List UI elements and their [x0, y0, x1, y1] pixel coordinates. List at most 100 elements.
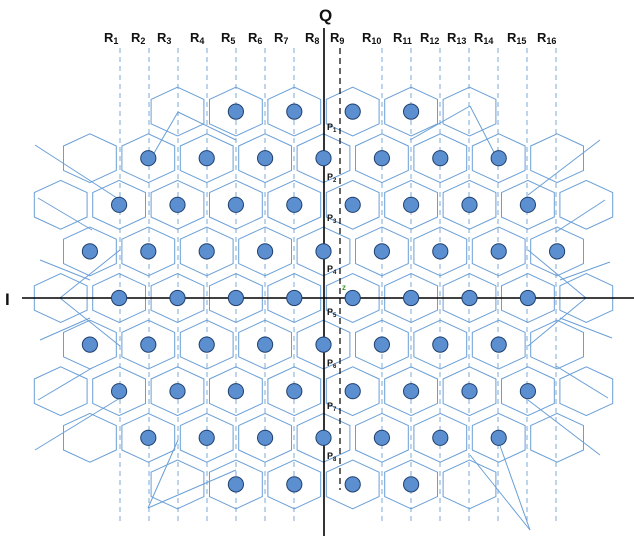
hex-cell	[413, 133, 468, 184]
point-label: P1	[327, 122, 337, 134]
boundary-line	[34, 144, 121, 201]
region-label-subscript: 6	[257, 36, 262, 46]
hex-cell	[384, 86, 438, 137]
hex-cell	[559, 273, 614, 323]
hex-cell	[63, 133, 117, 184]
constellation-point	[490, 336, 507, 353]
region-label: R8	[305, 30, 319, 46]
hex-cell	[238, 133, 292, 184]
boundary-line	[59, 249, 121, 299]
region-label: R2	[131, 30, 145, 46]
hex-cell	[33, 179, 88, 230]
constellation-point	[519, 289, 537, 307]
region-label: R6	[248, 30, 262, 46]
region-label-name: R	[131, 30, 141, 45]
hex-cell	[63, 412, 117, 463]
region-label-subscript: 16	[546, 36, 556, 46]
region-label: R15	[507, 30, 526, 46]
hex-cell	[238, 319, 292, 370]
constellation-point	[81, 243, 99, 260]
point-label: P6	[327, 358, 337, 370]
hex-cell	[471, 319, 526, 370]
hex-cell	[179, 133, 234, 184]
boundary-line	[39, 317, 91, 341]
region-label-subscript: 11	[402, 36, 412, 46]
boundary-line	[497, 439, 531, 531]
boundary-line	[469, 105, 499, 161]
hex-cell	[267, 86, 322, 137]
hex-cell	[530, 226, 584, 277]
constellation-point	[198, 243, 215, 260]
hex-cell	[92, 366, 146, 417]
hex-cell	[501, 366, 555, 417]
point-label-name: P	[327, 307, 333, 317]
constellation-point	[403, 103, 420, 120]
point-label: P4	[327, 264, 337, 276]
region-label-name: R	[474, 30, 484, 45]
hex-cell	[325, 273, 380, 323]
region-label-subscript: 13	[456, 36, 466, 46]
region-label-name: R	[330, 30, 340, 45]
point-label-subscript: 2	[333, 178, 337, 184]
constellation-point	[81, 336, 99, 353]
region-label-subscript: 15	[516, 36, 526, 46]
constellation-point	[227, 476, 244, 493]
constellation-point	[169, 289, 186, 307]
constellation-point	[373, 336, 390, 353]
point-label: P7	[327, 401, 337, 413]
hex-cell	[384, 366, 438, 417]
point-label: P2	[327, 172, 337, 184]
hexagonal-cells	[33, 86, 614, 531]
constellation-point	[198, 150, 215, 167]
constellation-point	[169, 196, 186, 213]
hex-cell	[209, 86, 263, 137]
region-label-name: R	[248, 30, 258, 45]
point-label-subscript: 3	[333, 219, 337, 225]
region-label: R10	[362, 30, 381, 46]
boundary-line	[37, 197, 93, 231]
hex-cell	[267, 366, 322, 417]
constellation-point	[198, 336, 215, 353]
region-label: R7	[274, 30, 288, 46]
boundary-line	[469, 454, 531, 531]
point-label-name: P	[327, 122, 333, 132]
constellation-point	[286, 476, 303, 493]
boundary-line	[559, 261, 611, 281]
constellation-point	[461, 196, 478, 213]
region-label-subscript: 2	[140, 36, 145, 46]
q-axis-label: Q	[319, 6, 332, 25]
constellation-point	[286, 289, 303, 307]
hex-cell	[33, 273, 88, 323]
region-label-subscript: 14	[483, 36, 493, 46]
region-label-name: R	[420, 30, 430, 45]
region-label-subscript: 12	[429, 36, 439, 46]
constellation-point	[432, 243, 449, 260]
constellation-point	[519, 383, 537, 400]
hex-cell	[355, 319, 409, 370]
constellation-point	[344, 196, 361, 213]
hex-cell	[530, 133, 584, 184]
region-label-name: R	[362, 30, 372, 45]
hex-cell	[471, 412, 526, 463]
hex-cell	[121, 133, 176, 184]
constellation-point	[432, 336, 449, 353]
region-label-name: R	[274, 30, 284, 45]
hex-cell	[559, 366, 614, 417]
hex-cell	[442, 86, 497, 137]
constellation-point	[257, 150, 274, 167]
constellation-point	[227, 289, 244, 307]
constellation-point	[344, 383, 361, 400]
hex-cell	[92, 179, 146, 230]
hex-cell	[325, 459, 380, 510]
region-label: R13	[447, 30, 466, 46]
point-label: P5	[327, 307, 337, 319]
boundary-line	[555, 199, 606, 233]
constellation-point	[344, 103, 361, 120]
hex-cell	[355, 133, 409, 184]
constellation-point	[140, 150, 157, 167]
hex-cell	[442, 459, 497, 510]
constellation-point	[257, 336, 274, 353]
constellation-point	[490, 150, 507, 167]
region-label: R11	[393, 30, 412, 46]
